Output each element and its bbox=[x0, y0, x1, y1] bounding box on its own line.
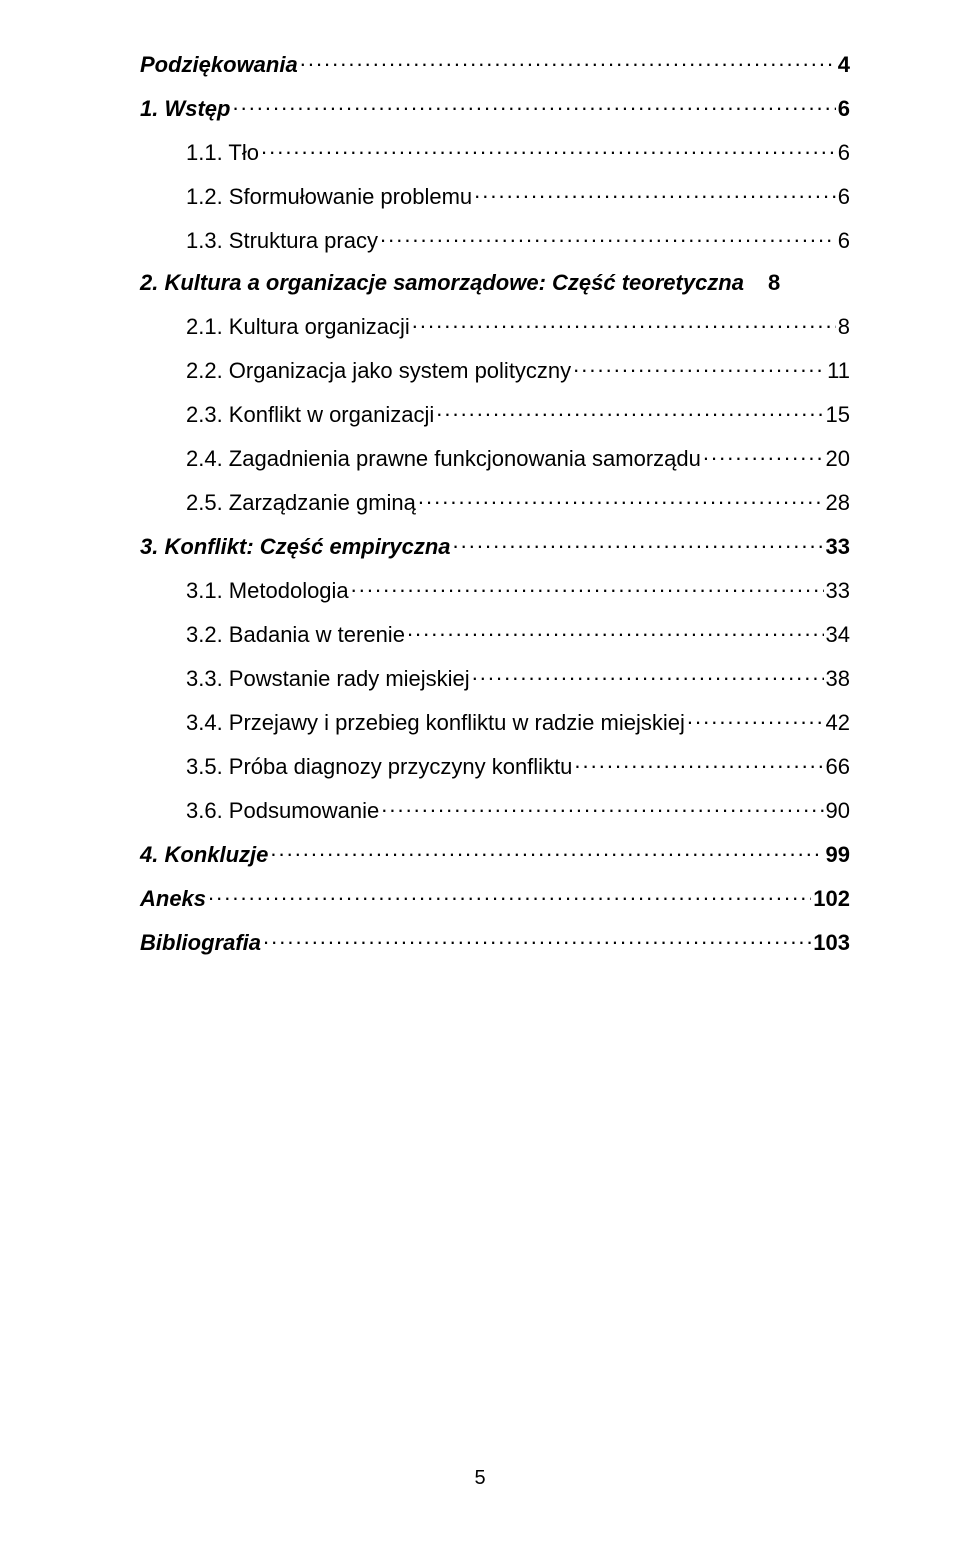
toc-label: 3.3. Powstanie rady miejskiej bbox=[186, 666, 470, 692]
toc-leader-dots bbox=[263, 928, 811, 950]
toc-page-number: 33 bbox=[826, 578, 850, 604]
toc-entry: 3. Konflikt: Część empiryczna 33 bbox=[140, 532, 850, 560]
toc-label: 3.5. Próba diagnozy przyczyny konfliktu bbox=[186, 754, 572, 780]
toc-label: 2.4. Zagadnienia prawne funkcjonowania s… bbox=[186, 446, 701, 472]
toc-label: Aneks bbox=[140, 886, 206, 912]
toc-leader-dots bbox=[687, 708, 824, 730]
toc-label: 3. Konflikt: Część empiryczna bbox=[140, 534, 451, 560]
toc-entry: 2.2. Organizacja jako system polityczny 1… bbox=[140, 356, 850, 384]
toc-page-number: 103 bbox=[813, 930, 850, 956]
toc-entry: 3.4. Przejawy i przebieg konfliktu w rad… bbox=[140, 708, 850, 736]
toc-leader-dots bbox=[453, 532, 824, 554]
toc-label: Podziękowania bbox=[140, 52, 298, 78]
toc-entry: 1.2. Sformułowanie problemu 6 bbox=[140, 182, 850, 210]
toc-entry: 1. Wstęp 6 bbox=[140, 94, 850, 122]
toc-entry: 3.5. Próba diagnozy przyczyny konfliktu 6… bbox=[140, 752, 850, 780]
toc-page-number: 34 bbox=[826, 622, 850, 648]
table-of-contents: Podziękowania41. Wstęp61.1. Tło61.2. Sfo… bbox=[140, 50, 850, 956]
toc-leader-dots bbox=[412, 312, 836, 334]
toc-leader-dots bbox=[472, 664, 824, 686]
toc-label: Bibliografia bbox=[140, 930, 261, 956]
toc-page-number: 8 bbox=[744, 270, 780, 296]
toc-page-number: 102 bbox=[813, 886, 850, 912]
toc-page-number: 90 bbox=[826, 798, 850, 824]
toc-entry: 2.1. Kultura organizacji 8 bbox=[140, 312, 850, 340]
toc-page-number: 6 bbox=[838, 228, 850, 254]
toc-page-number: 20 bbox=[826, 446, 850, 472]
toc-label: 3.2. Badania w terenie bbox=[186, 622, 405, 648]
toc-label: 3.4. Przejawy i przebieg konfliktu w rad… bbox=[186, 710, 685, 736]
toc-label: 1.1. Tło bbox=[186, 140, 259, 166]
toc-leader-dots bbox=[351, 576, 824, 598]
toc-leader-dots bbox=[232, 94, 835, 116]
toc-page-number: 33 bbox=[826, 534, 850, 560]
toc-entry: 2.5. Zarządzanie gminą 28 bbox=[140, 488, 850, 516]
toc-leader-dots bbox=[573, 356, 825, 378]
toc-leader-dots bbox=[300, 50, 836, 72]
toc-page-number: 15 bbox=[826, 402, 850, 428]
toc-page-number: 6 bbox=[838, 184, 850, 210]
toc-label: 2.3. Konflikt w organizacji bbox=[186, 402, 434, 428]
toc-label: 2.2. Organizacja jako system polityczny bbox=[186, 358, 571, 384]
toc-entry: 4. Konkluzje 99 bbox=[140, 840, 850, 868]
toc-leader-dots bbox=[380, 226, 836, 248]
toc-entry: 2.4. Zagadnienia prawne funkcjonowania s… bbox=[140, 444, 850, 472]
toc-leader-dots bbox=[574, 752, 823, 774]
toc-entry: Aneks 102 bbox=[140, 884, 850, 912]
toc-label: 2.1. Kultura organizacji bbox=[186, 314, 410, 340]
page: Podziękowania41. Wstęp61.1. Tło61.2. Sfo… bbox=[0, 0, 960, 1550]
toc-label: 4. Konkluzje bbox=[140, 842, 268, 868]
toc-entry: 3.2. Badania w terenie 34 bbox=[140, 620, 850, 648]
toc-entry: 3.3. Powstanie rady miejskiej 38 bbox=[140, 664, 850, 692]
toc-label: 3.6. Podsumowanie bbox=[186, 798, 379, 824]
toc-label: 1.2. Sformułowanie problemu bbox=[186, 184, 472, 210]
toc-label: 2. Kultura a organizacje samorządowe: Cz… bbox=[140, 270, 744, 296]
toc-entry: Bibliografia 103 bbox=[140, 928, 850, 956]
toc-leader-dots bbox=[703, 444, 824, 466]
toc-leader-dots bbox=[418, 488, 824, 510]
toc-leader-dots bbox=[208, 884, 811, 906]
toc-page-number: 28 bbox=[826, 490, 850, 516]
toc-leader-dots bbox=[381, 796, 823, 818]
toc-label: 1. Wstęp bbox=[140, 96, 230, 122]
toc-page-number: 42 bbox=[826, 710, 850, 736]
toc-leader-dots bbox=[407, 620, 824, 642]
toc-page-number: 38 bbox=[826, 666, 850, 692]
toc-entry: 2. Kultura a organizacje samorządowe: Cz… bbox=[140, 270, 850, 296]
toc-page-number: 99 bbox=[826, 842, 850, 868]
toc-entry: 1.1. Tło 6 bbox=[140, 138, 850, 166]
toc-label: 3.1. Metodologia bbox=[186, 578, 349, 604]
toc-entry: 3.1. Metodologia 33 bbox=[140, 576, 850, 604]
toc-leader-dots bbox=[261, 138, 836, 160]
toc-page-number: 66 bbox=[826, 754, 850, 780]
toc-page-number: 11 bbox=[827, 358, 850, 384]
toc-leader-dots bbox=[474, 182, 836, 204]
toc-page-number: 6 bbox=[838, 96, 850, 122]
toc-label: 1.3. Struktura pracy bbox=[186, 228, 378, 254]
toc-entry: Podziękowania 4 bbox=[140, 50, 850, 78]
toc-page-number: 8 bbox=[838, 314, 850, 340]
toc-leader-dots bbox=[270, 840, 823, 862]
toc-page-number: 4 bbox=[838, 52, 850, 78]
toc-label: 2.5. Zarządzanie gminą bbox=[186, 490, 416, 516]
toc-leader-dots bbox=[436, 400, 823, 422]
page-number: 5 bbox=[0, 1467, 960, 1490]
toc-entry: 1.3. Struktura pracy 6 bbox=[140, 226, 850, 254]
toc-entry: 3.6. Podsumowanie 90 bbox=[140, 796, 850, 824]
toc-entry: 2.3. Konflikt w organizacji 15 bbox=[140, 400, 850, 428]
toc-page-number: 6 bbox=[838, 140, 850, 166]
